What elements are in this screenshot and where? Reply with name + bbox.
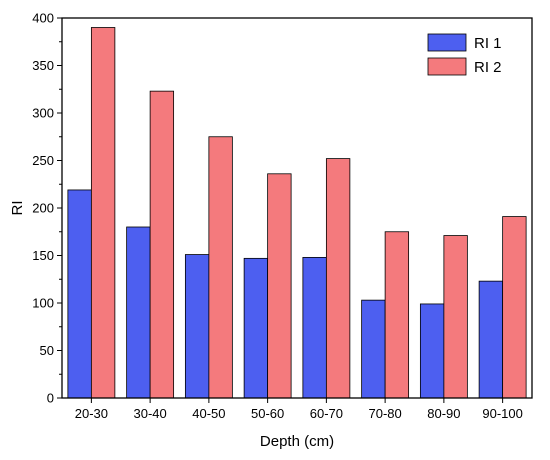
bar-ri-1-30-40 — [126, 226, 151, 399]
bar-ri-2-20-30 — [90, 27, 116, 399]
y-tick-label: 0 — [47, 391, 54, 406]
bar-ri-2-30-40 — [149, 90, 175, 399]
y-tick-label: 350 — [32, 58, 54, 73]
bar-ri-1-60-70 — [302, 256, 327, 399]
x-tick-label: 50-60 — [251, 406, 284, 421]
legend-swatch-ri-2 — [427, 57, 467, 76]
bar-ri-2-60-70 — [325, 158, 351, 399]
legend: RI 1 RI 2 — [427, 33, 502, 76]
x-tick-label: 70-80 — [369, 406, 402, 421]
legend-label-ri-2: RI 2 — [474, 59, 502, 76]
y-tick-label: 50 — [40, 343, 54, 358]
bar-ri-1-50-60 — [243, 257, 269, 399]
y-axis-title: RI — [9, 201, 26, 216]
x-tick-label: 20-30 — [75, 406, 108, 421]
bar-ri-2-40-50 — [208, 136, 233, 399]
y-axis-ticks: 0 50 100 150 200 250 300 350 400 — [32, 11, 62, 406]
bar-ri-2-80-90 — [443, 235, 468, 399]
y-tick-label: 400 — [32, 11, 54, 26]
y-tick-label: 250 — [32, 153, 54, 168]
x-tick-label: 40-50 — [192, 406, 225, 421]
bar-ri-1-70-80 — [361, 299, 386, 399]
legend-label-ri-1: RI 1 — [474, 35, 502, 52]
x-tick-label: 90-100 — [482, 406, 522, 421]
bar-ri-2-70-80 — [384, 231, 410, 399]
x-tick-label: 60-70 — [310, 406, 343, 421]
bar-ri-1-90-100 — [478, 280, 504, 399]
legend-swatch-ri-1 — [427, 33, 467, 52]
y-tick-label: 150 — [32, 248, 54, 263]
bar-ri-1-80-90 — [419, 303, 445, 399]
y-tick-label: 300 — [32, 106, 54, 121]
bar-ri-1-40-50 — [184, 254, 210, 399]
bar-ri-1-20-30 — [67, 189, 92, 399]
x-axis-title: Depth (cm) — [260, 433, 334, 450]
bars-layer — [67, 27, 527, 399]
bar-ri-2-90-100 — [502, 216, 527, 399]
x-tick-label: 80-90 — [427, 406, 460, 421]
x-tick-label: 30-40 — [134, 406, 167, 421]
bar-ri-2-50-60 — [267, 173, 292, 399]
x-axis-ticks: 20-30 30-40 40-50 50-60 60-70 70-80 80-90 90-10… — [75, 398, 523, 421]
y-tick-label: 100 — [32, 296, 54, 311]
y-tick-label: 200 — [32, 201, 54, 216]
